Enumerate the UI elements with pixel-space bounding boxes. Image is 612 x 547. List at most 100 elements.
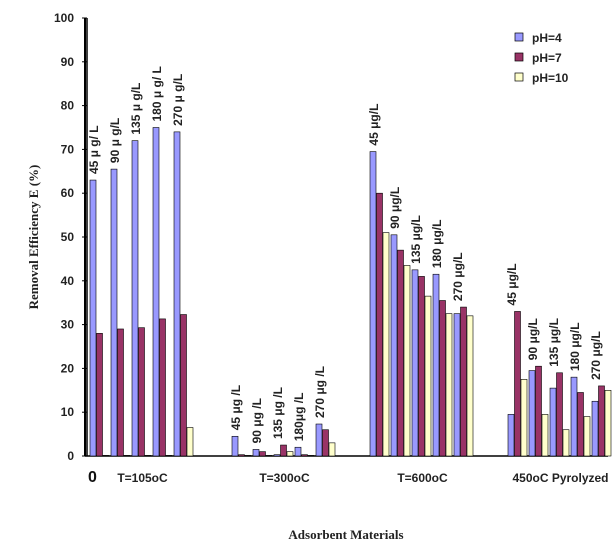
bar-ph-7 xyxy=(238,454,245,457)
bar-ph-4 xyxy=(110,168,118,457)
group-label: T=105oC xyxy=(117,471,168,485)
bar-ph-4 xyxy=(131,140,139,457)
bar-ph-7 xyxy=(322,429,329,457)
bar-ph-4 xyxy=(411,269,419,457)
bar-ph-10 xyxy=(123,455,131,457)
group-labels: T=105oC T=300oC T=600oC 450oC Pyrolyzed xyxy=(117,471,608,485)
legend-label: pH=10 xyxy=(532,71,569,85)
bar-ph-4 xyxy=(432,273,440,457)
concentration-label: 135 μg /L xyxy=(271,387,285,439)
bar-ph-7 xyxy=(159,318,166,457)
bar-ph-7 xyxy=(514,311,521,457)
concentration-label: 45 μg/L xyxy=(367,104,381,146)
bar-ph-10 xyxy=(286,451,294,457)
bar-ph-7 xyxy=(598,385,605,457)
concentration-labels: 45 μ g/ L 90 μ g/L 135 μ g/L 180 μ g/ L 270 … xyxy=(87,66,603,443)
bar-ph-4 xyxy=(315,423,323,457)
concentration-label: 90 μg/L xyxy=(388,187,402,229)
y-tick-label: 50 xyxy=(61,230,75,244)
y-tick-label: 90 xyxy=(61,55,75,69)
bar-ph-10 xyxy=(562,429,570,457)
bar-ph-10 xyxy=(144,455,152,457)
bar-ph-10 xyxy=(466,315,474,457)
bar-ph-4 xyxy=(591,400,599,457)
bar-ph-7 xyxy=(96,333,103,457)
bar-ph-7 xyxy=(180,314,187,457)
concentration-label: 270 μg/L xyxy=(589,331,603,380)
bar-ph-4 xyxy=(369,151,377,457)
bar-ph-10 xyxy=(307,455,315,457)
concentration-label: 135 μg/L xyxy=(409,215,423,264)
concentration-label: 135 μ g/L xyxy=(129,83,143,135)
legend-label: pH=4 xyxy=(532,31,562,45)
concentration-label: 90 μ g/L xyxy=(108,118,122,163)
bar-ph-4 xyxy=(528,370,536,457)
bar-ph-7 xyxy=(138,327,145,457)
bar-ph-4 xyxy=(231,435,239,457)
bar-ph-10 xyxy=(265,455,273,457)
bar-ph-10 xyxy=(604,389,612,457)
concentration-label: 180 μg/L xyxy=(430,220,444,269)
bar-ph-10 xyxy=(165,455,173,457)
bar-ph-10 xyxy=(102,455,110,457)
bar-ph-7 xyxy=(556,372,563,457)
bars xyxy=(89,127,612,457)
bar-ph-4 xyxy=(152,127,160,457)
group-label: T=300oC xyxy=(259,471,310,485)
bar-ph-7 xyxy=(397,249,404,457)
bar-ph-10 xyxy=(520,379,528,457)
bar-ph-10 xyxy=(328,442,336,457)
legend-swatch xyxy=(514,32,524,42)
bar-ph-4 xyxy=(549,387,557,457)
y-tick-label: 30 xyxy=(61,318,75,332)
bar-ph-7 xyxy=(460,306,467,457)
bar-ph-10 xyxy=(403,265,411,457)
y-tick-label: 60 xyxy=(61,186,75,200)
bar-ph-10 xyxy=(244,455,252,457)
concentration-label: 45 μg/L xyxy=(505,263,519,305)
bar-ph-7 xyxy=(280,444,287,457)
y-tick-label: 20 xyxy=(61,361,75,375)
bar-ph-4 xyxy=(89,179,97,457)
concentration-label: 180μg /L xyxy=(292,393,306,442)
concentration-label: 90 μg/L xyxy=(526,318,540,360)
bar-ph-10 xyxy=(583,416,591,457)
concentration-label: 180 μ g/ L xyxy=(150,66,164,121)
group-label: 450oC Pyrolyzed xyxy=(512,471,608,485)
y-axis-label: Removal Efficiency E (%) xyxy=(26,165,41,310)
bar-ph-4 xyxy=(294,446,302,457)
bar-ph-7 xyxy=(301,454,308,457)
y-tick-label: 70 xyxy=(61,142,75,156)
origin-label: 0 xyxy=(88,469,97,486)
y-tick-label: 100 xyxy=(54,11,74,25)
concentration-label: 180 μg/L xyxy=(568,322,582,371)
concentration-label: 270 μg/L xyxy=(451,252,465,301)
legend-label: pH=7 xyxy=(532,51,562,65)
group-label: T=600oC xyxy=(397,471,448,485)
y-tick-label: 10 xyxy=(61,405,75,419)
bar-ph-4 xyxy=(273,454,281,457)
concentration-label: 270 μ g/L xyxy=(171,74,185,126)
concentration-label: 90 μg /L xyxy=(250,398,264,443)
bar-ph-4 xyxy=(453,313,461,457)
concentration-label: 135 μg/L xyxy=(547,318,561,367)
bar-ph-10 xyxy=(445,313,453,457)
bar-ph-4 xyxy=(252,449,260,457)
bar-ph-7 xyxy=(439,300,446,457)
concentration-label: 270 μg /L xyxy=(313,366,327,418)
y-tick-label: 40 xyxy=(61,274,75,288)
bar-ph-4 xyxy=(570,376,578,457)
legend: pH=4 pH=7 pH=10 xyxy=(514,31,569,85)
legend-swatch xyxy=(514,72,524,82)
bar-ph-7 xyxy=(577,392,584,457)
bar-ph-10 xyxy=(382,232,390,457)
bar-ph-10 xyxy=(541,414,549,457)
bar-ph-7 xyxy=(376,192,383,457)
y-ticks: 0 10 20 30 40 50 60 70 80 90 100 xyxy=(54,11,87,463)
bar-ph-4 xyxy=(390,234,398,457)
concentration-label: 45 μ g/ L xyxy=(87,125,101,174)
bar-ph-10 xyxy=(186,427,194,457)
x-axis-label: Adsorbent Materials xyxy=(288,527,403,542)
bar-ph-7 xyxy=(535,365,542,457)
